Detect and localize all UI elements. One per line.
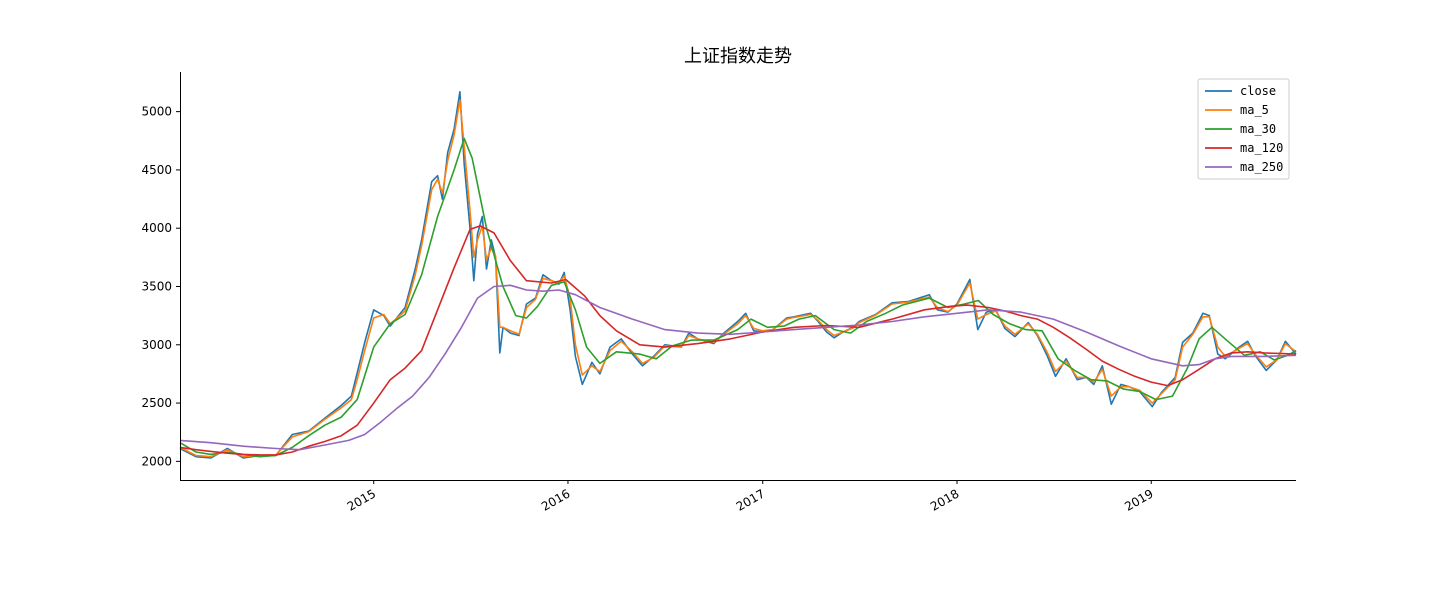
series-line-ma-250 (179, 284, 1297, 451)
y-tick-label: 2500 (141, 396, 172, 410)
axes-group (180, 72, 1296, 481)
legend-frame (1197, 78, 1290, 180)
legend-label-ma-30: ma_30 (1240, 122, 1276, 136)
legend-label-close: close (1240, 84, 1276, 98)
legend-label-ma-5: ma_5 (1240, 103, 1269, 117)
legend: close ma_5 ma_30 ma_120 ma_250 (1197, 78, 1290, 180)
y-ticks: 2000 2500 3000 3500 4000 4500 5000 (141, 105, 180, 468)
legend-label-ma-250: ma_250 (1240, 160, 1283, 174)
legend-label-ma-120: ma_120 (1240, 141, 1283, 155)
series-line-ma-120 (179, 225, 1297, 456)
y-tick-label: 3000 (141, 338, 172, 352)
series-group (179, 91, 1297, 459)
y-tick-label: 4000 (141, 221, 172, 235)
y-tick-label: 4500 (141, 163, 172, 177)
y-tick-label: 3500 (141, 279, 172, 293)
y-tick-label: 5000 (141, 105, 172, 119)
y-tick-label: 2000 (141, 454, 172, 468)
chart-title: 上证指数走势 (684, 46, 792, 67)
